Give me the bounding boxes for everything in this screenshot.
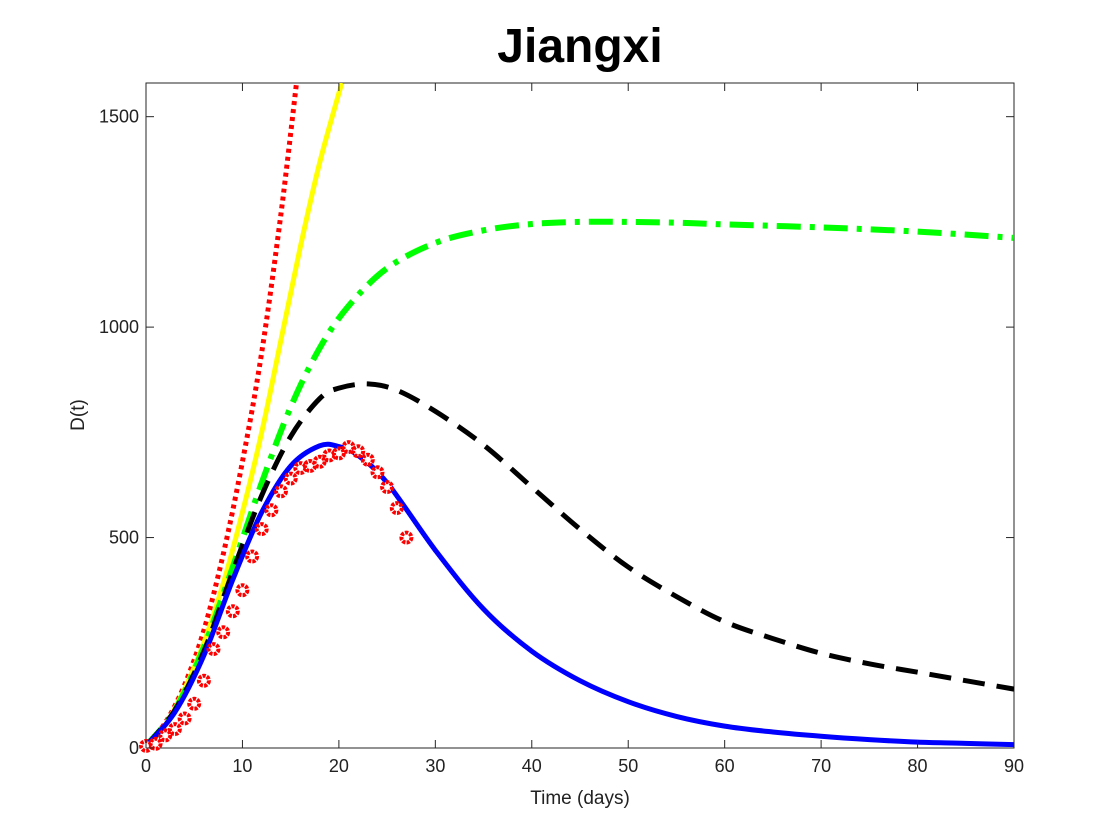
x-tick-label: 40: [522, 756, 542, 776]
y-tick-label: 500: [109, 528, 139, 548]
data-point: [245, 549, 260, 564]
x-axis-label: Time (days): [530, 788, 630, 809]
data-point: [254, 522, 269, 537]
data-point: [177, 711, 192, 726]
series-line-4: [146, 441, 1014, 748]
data-point: [158, 728, 173, 743]
data-point: [293, 461, 308, 476]
x-tick-label: 30: [425, 756, 445, 776]
data-point: [399, 530, 414, 545]
data-point: [235, 583, 250, 598]
data-point: [206, 642, 221, 657]
data-point: [351, 444, 366, 459]
chart-title: Jiangxi: [497, 20, 662, 73]
series-line-2: [146, 218, 1014, 748]
x-tick-label: 90: [1004, 756, 1024, 776]
data-point: [225, 604, 240, 619]
data-point: [389, 501, 404, 516]
series-line-3: [146, 381, 1014, 748]
y-axis-label: D(t): [68, 399, 89, 431]
data-markers: [139, 440, 414, 753]
data-point: [216, 625, 231, 640]
data-point: [331, 446, 346, 461]
data-point: [370, 465, 385, 480]
data-point: [360, 452, 375, 467]
x-tick-label: 70: [811, 756, 831, 776]
data-point: [283, 471, 298, 486]
data-point: [274, 484, 288, 499]
x-tick-label: 0: [141, 756, 151, 776]
data-point: [196, 673, 211, 688]
data-point: [167, 722, 182, 737]
series-layer: [139, 83, 1014, 753]
data-point: [380, 480, 395, 495]
ticks-layer: 0 10 20 30 40 50 60 70 80 90 0 500 1000 1500: [99, 83, 1024, 776]
data-point: [264, 503, 279, 518]
data-point: [148, 736, 163, 751]
data-point: [187, 696, 202, 711]
x-tick-label: 80: [908, 756, 928, 776]
y-tick-label: 1500: [99, 107, 139, 127]
x-tick-label: 10: [232, 756, 252, 776]
x-tick-label: 60: [715, 756, 735, 776]
x-tick-label: 50: [618, 756, 638, 776]
y-tick-label: 0: [129, 738, 139, 758]
series-line-0: [146, 83, 299, 748]
data-point: [312, 454, 327, 469]
plot-frame: [145, 82, 1015, 749]
data-point: [322, 448, 337, 463]
y-tick-label: 1000: [99, 317, 139, 337]
x-tick-label: 20: [329, 756, 349, 776]
